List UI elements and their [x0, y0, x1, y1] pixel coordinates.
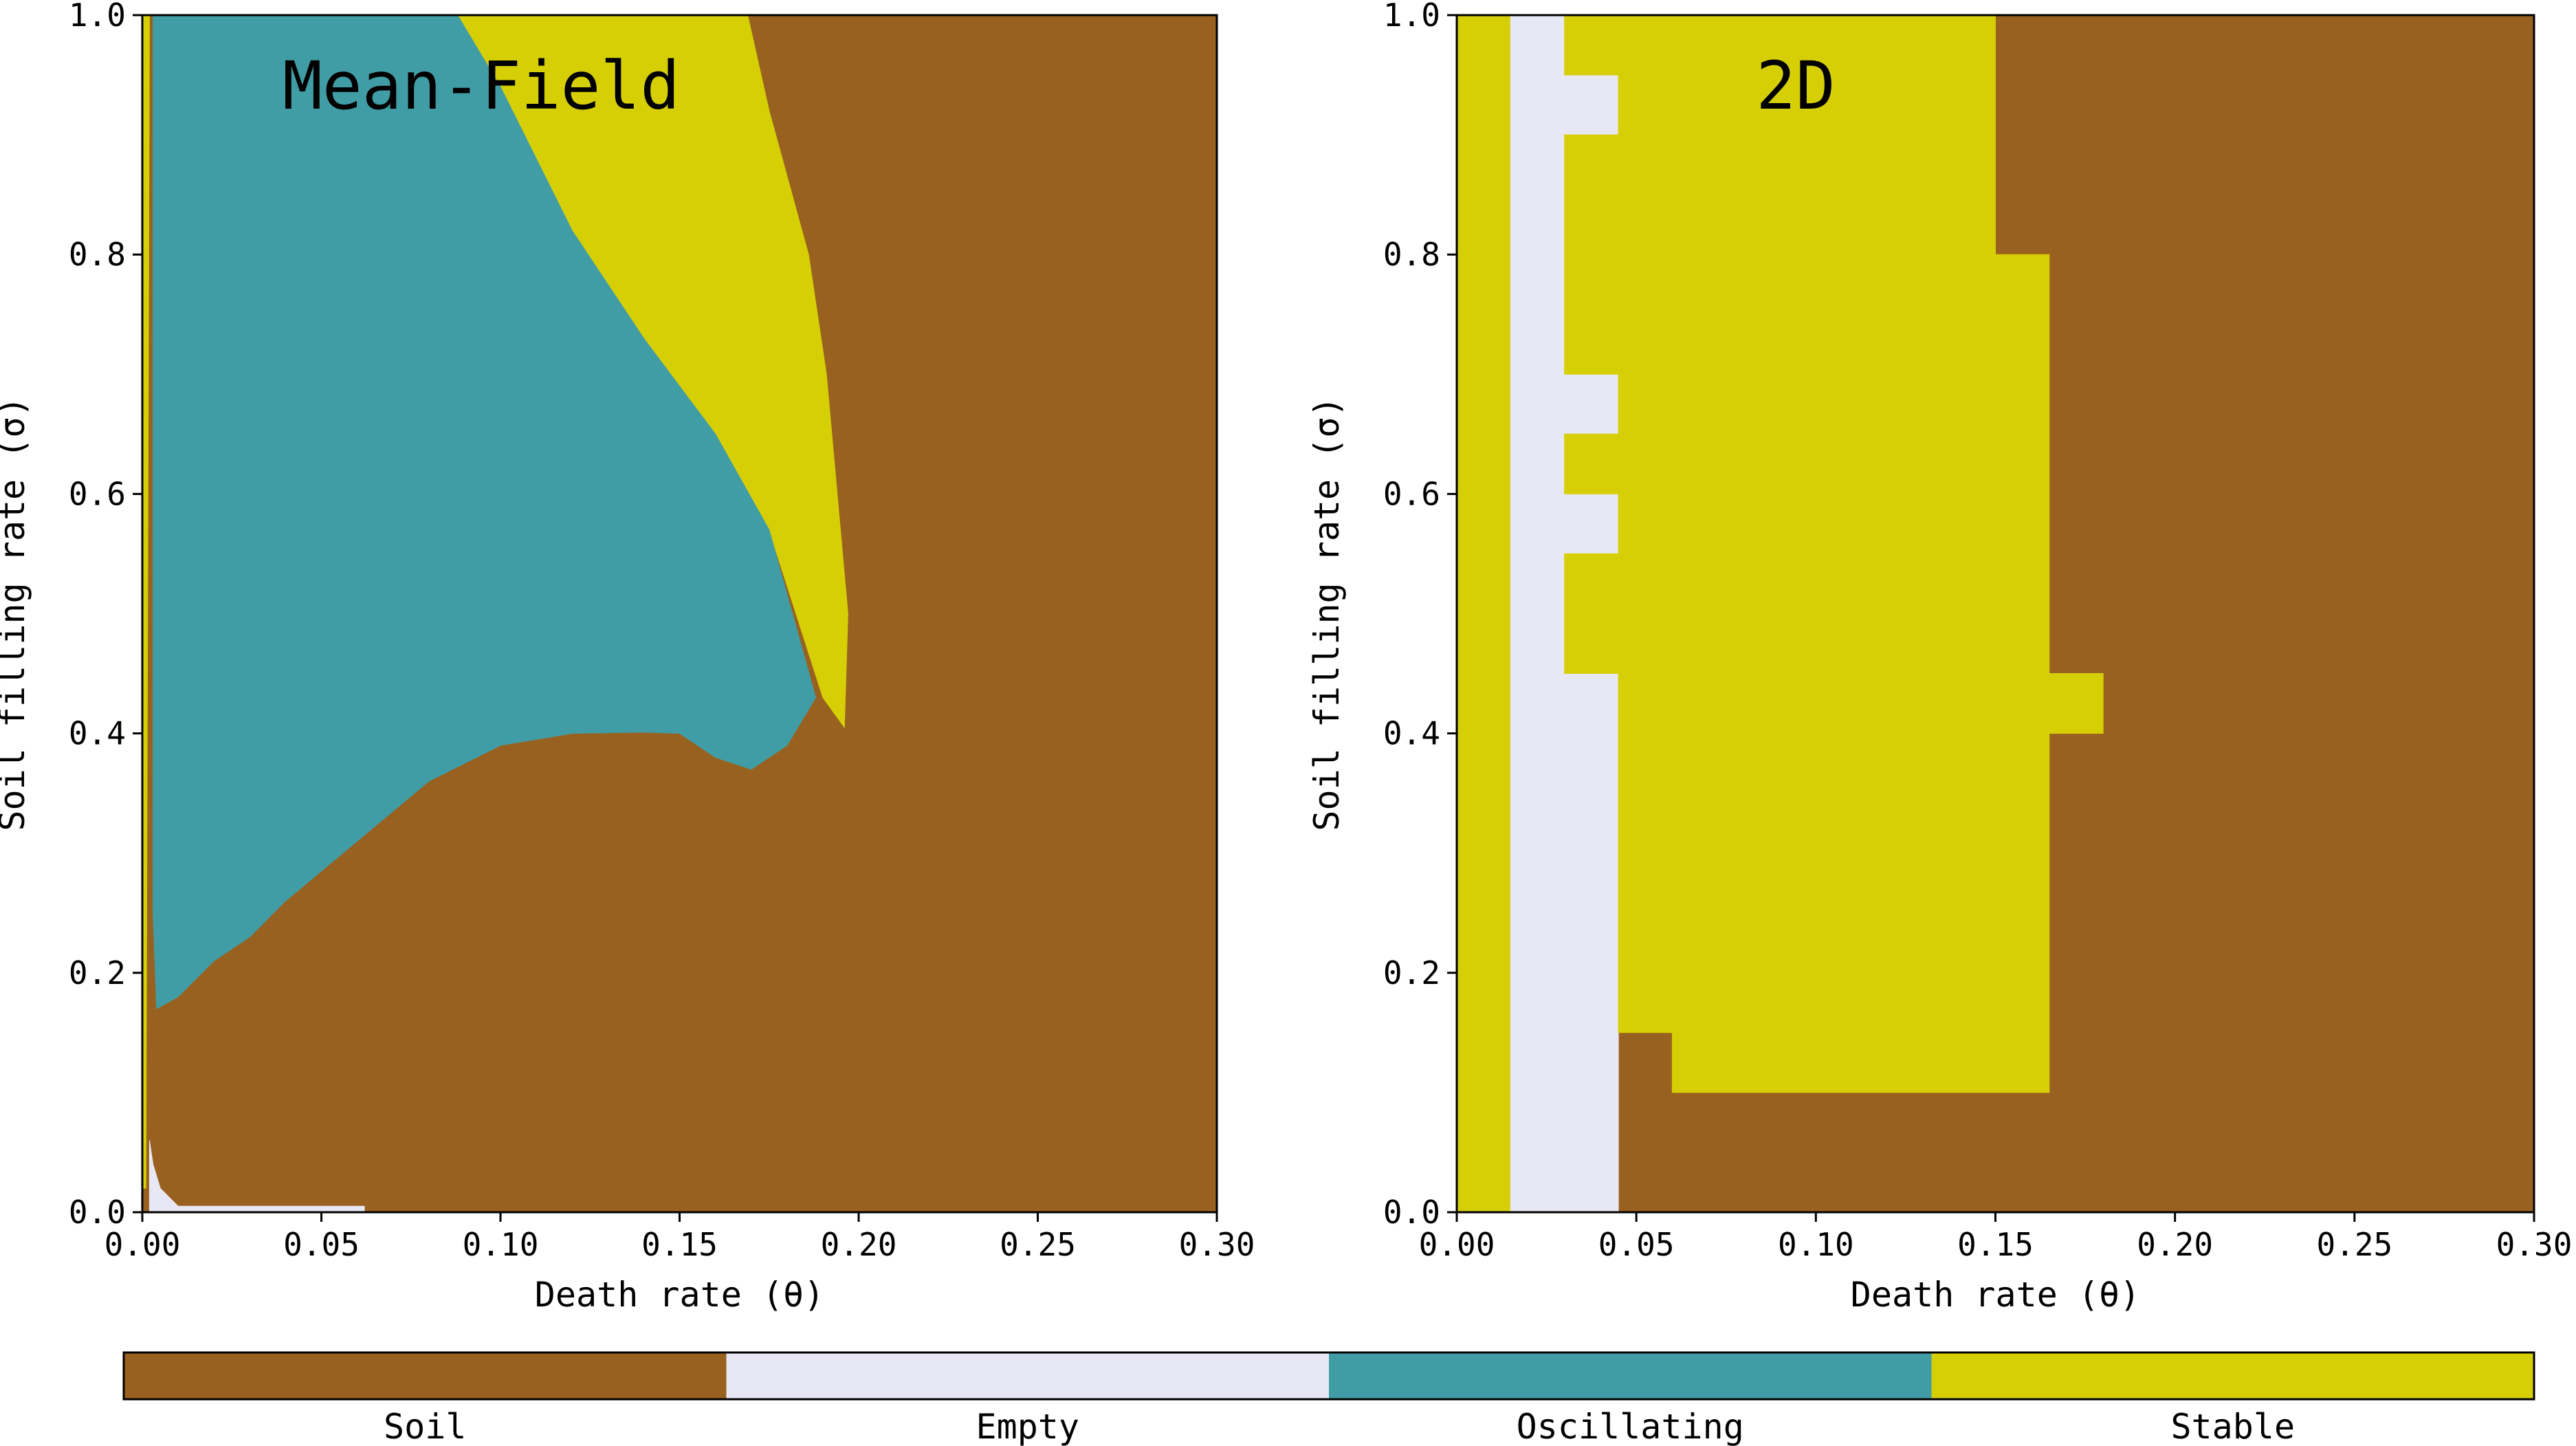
- colorbar-swatch-empty: [726, 1352, 1330, 1399]
- x-tick-label: 0.15: [1957, 1226, 2034, 1263]
- region-oscillating: [153, 15, 817, 1009]
- x-tick-label: 0.30: [2496, 1226, 2573, 1263]
- panel-1: 0.00 0.05 0.10 0.15 0.20 0.25 0.30 0.0 0.2 0.4 0.6…: [0, 0, 1255, 1315]
- x-tick-label: 0.05: [283, 1226, 360, 1263]
- y-tick-label: 0.8: [1383, 236, 1440, 273]
- x-tick-label: 0.20: [2137, 1226, 2213, 1263]
- y-tick-label: 0.8: [69, 236, 126, 273]
- panel-title: Mean-Field: [283, 47, 680, 124]
- y-tick-label: 1.0: [1383, 0, 1440, 34]
- colorbar-label: Stable: [2170, 1407, 2295, 1446]
- colorbar-frame: [122, 1351, 2535, 1401]
- y-tick-label: 0.4: [1383, 715, 1440, 752]
- y-tick-label: 0.2: [69, 954, 126, 992]
- colorbar-label: Empty: [976, 1407, 1079, 1446]
- x-tick-label: 0.20: [821, 1226, 897, 1263]
- y-axis-label: Soil filling rate (σ): [1307, 396, 1347, 831]
- colorbar-label: Oscillating: [1517, 1407, 1744, 1446]
- colorbar-label: Soil: [384, 1407, 466, 1446]
- colorbar-swatch-soil: [124, 1352, 727, 1399]
- colorbar-swatch-stable: [1931, 1352, 2535, 1399]
- colorbar: Soil Empty Oscillating Stable: [122, 1351, 2535, 1446]
- y-tick-label: 1.0: [69, 0, 126, 34]
- colorbar-swatch-oscillating: [1329, 1352, 1932, 1399]
- y-tick-label: 0.4: [69, 715, 126, 752]
- panel-title: 2D: [1756, 47, 1836, 124]
- x-tick-label: 0.25: [1000, 1226, 1076, 1263]
- x-tick-label: 0.10: [1778, 1226, 1854, 1263]
- x-tick-label: 0.30: [1179, 1226, 1255, 1263]
- x-axis-label: Death rate (θ): [535, 1275, 824, 1315]
- panels: 0.00 0.05 0.10 0.15 0.20 0.25 0.30 0.0 0.2 0.4 0.6…: [0, 0, 2572, 1315]
- y-axis-label: Soil filling rate (σ): [0, 396, 32, 831]
- heatmap-regions: [1457, 15, 2534, 1212]
- x-tick-label: 0.15: [641, 1226, 718, 1263]
- x-tick-label: 0.00: [1419, 1226, 1495, 1263]
- y-tick-label: 0.0: [1383, 1194, 1440, 1231]
- x-tick-label: 0.25: [2316, 1226, 2392, 1263]
- region-stable: [1564, 15, 2104, 1093]
- y-tick-label: 0.6: [1383, 475, 1440, 512]
- x-tick-label: 0.05: [1598, 1226, 1675, 1263]
- region-stable: [1457, 15, 1511, 1212]
- y-tick-label: 0.2: [1383, 954, 1440, 992]
- panel-2: 0.00 0.05 0.10 0.15 0.20 0.25 0.30 0.0 0.2 0.4 0.6…: [1307, 0, 2572, 1315]
- heatmap-regions: [142, 15, 1217, 1212]
- x-axis-label: Death rate (θ): [1851, 1275, 2140, 1315]
- x-tick-label: 0.10: [463, 1226, 539, 1263]
- y-tick-label: 0.0: [69, 1194, 126, 1231]
- y-tick-label: 0.6: [69, 475, 126, 512]
- x-tick-label: 0.00: [104, 1226, 181, 1263]
